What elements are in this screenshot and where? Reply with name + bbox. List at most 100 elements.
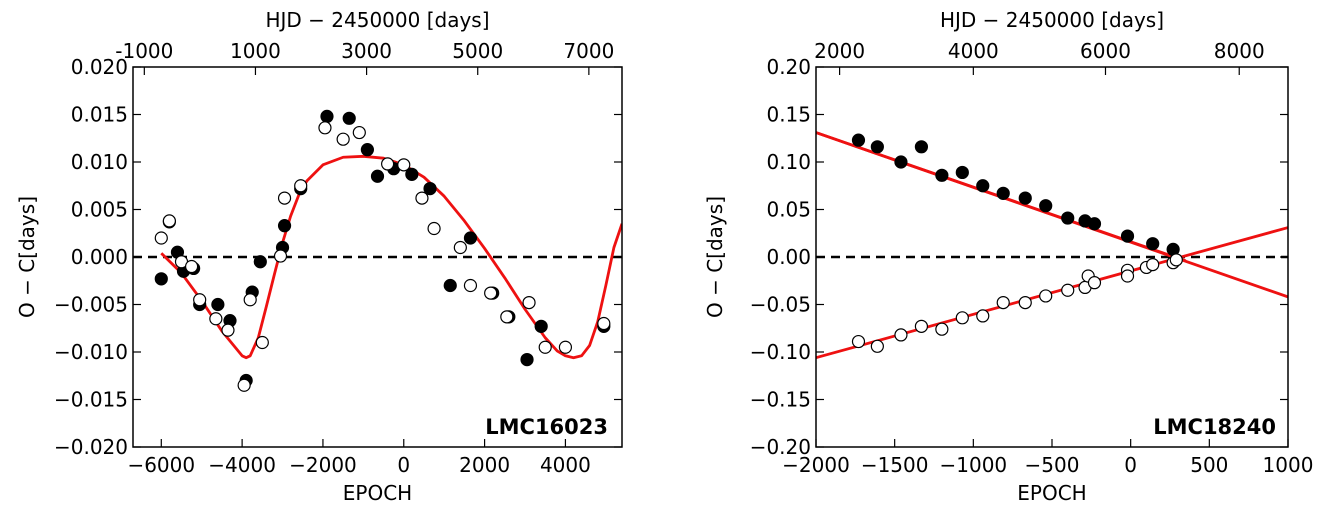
data-point-filled bbox=[870, 140, 884, 154]
x-tick-label: 2000 bbox=[459, 453, 510, 477]
data-point-filled bbox=[914, 140, 929, 154]
top-x-tick-label: 7000 bbox=[563, 39, 614, 63]
data-point-open bbox=[162, 214, 176, 228]
y-tick-label: 0.10 bbox=[766, 150, 811, 174]
top-x-tick-label: 1000 bbox=[230, 39, 281, 63]
fit-line bbox=[816, 226, 1288, 360]
data-point-open bbox=[484, 286, 498, 300]
data-point-filled bbox=[463, 231, 478, 245]
x-tick-label: −500 bbox=[1025, 453, 1080, 477]
panel-label: LMC16023 bbox=[485, 415, 608, 439]
data-point-open bbox=[463, 278, 478, 293]
plot-area bbox=[816, 131, 1288, 360]
data-point-open bbox=[538, 340, 552, 354]
data-point-filled bbox=[1087, 217, 1102, 231]
x-tick-label: −2000 bbox=[289, 453, 357, 477]
y-tick-label: 0.015 bbox=[71, 103, 128, 127]
data-point-filled bbox=[1061, 211, 1075, 225]
data-point-filled bbox=[154, 272, 168, 286]
x-tick-label: 1000 bbox=[1263, 453, 1314, 477]
data-point-open bbox=[453, 240, 467, 255]
data-point-open bbox=[352, 125, 366, 140]
top-x-tick-label: 6000 bbox=[1080, 39, 1131, 63]
data-point-filled bbox=[360, 143, 374, 157]
x-tick-label: 0 bbox=[1124, 453, 1137, 477]
top-x-tick-label: -1000 bbox=[115, 39, 173, 63]
data-point-filled bbox=[320, 109, 334, 124]
plot-area bbox=[133, 109, 622, 392]
data-point-open bbox=[976, 309, 990, 323]
data-point-open bbox=[336, 132, 350, 146]
x-axis-label: EPOCH bbox=[343, 481, 412, 505]
data-point-open bbox=[154, 231, 168, 245]
data-point-open bbox=[221, 323, 235, 337]
y-tick-label: 0.20 bbox=[766, 55, 811, 79]
x-axis-label: EPOCH bbox=[1017, 481, 1086, 505]
data-point-filled bbox=[1146, 237, 1160, 251]
y-tick-label: 0.005 bbox=[71, 198, 128, 222]
data-point-open bbox=[870, 339, 884, 353]
y-tick-label: 0.020 bbox=[71, 55, 128, 79]
top-x-axis-label: HJD − 2450000 [days] bbox=[940, 8, 1164, 32]
y-tick-label: −0.20 bbox=[750, 435, 811, 459]
y-tick-label: −0.010 bbox=[54, 340, 128, 364]
data-point-open bbox=[914, 319, 929, 333]
y-tick-label: 0.010 bbox=[71, 150, 128, 174]
top-x-tick-label: 8000 bbox=[1214, 39, 1265, 63]
x-tick-label: 4000 bbox=[540, 453, 591, 477]
data-point-open bbox=[255, 335, 269, 350]
data-point-filled bbox=[976, 179, 990, 193]
data-point-open bbox=[273, 249, 288, 263]
data-point-filled bbox=[534, 319, 548, 333]
data-point-open bbox=[996, 296, 1010, 310]
data-point-filled bbox=[996, 186, 1010, 200]
y-tick-label: −0.15 bbox=[750, 388, 811, 412]
data-point-filled bbox=[443, 278, 457, 293]
data-point-filled bbox=[342, 111, 356, 125]
data-point-open bbox=[381, 157, 395, 171]
data-point-open bbox=[522, 296, 536, 310]
y-tick-label: 0.000 bbox=[71, 245, 128, 269]
chart-panel-lmc16023: −6000 −4000 −2000 0 2000 4000 −0.020 −0.015 −0.0… bbox=[15, 8, 623, 505]
chart-panel-lmc18240: −2000 −1500 −1000 −500 0 500 1000 −0.20 −0.15 −0.… bbox=[703, 8, 1313, 505]
data-point-open bbox=[427, 221, 441, 236]
y-axis-label: O − C[days] bbox=[15, 196, 39, 318]
x-tick-label: 0 bbox=[397, 453, 410, 477]
data-point-open bbox=[318, 121, 332, 135]
data-point-filled bbox=[277, 219, 292, 233]
data-point-open bbox=[1018, 296, 1032, 310]
data-point-open bbox=[851, 334, 866, 349]
data-point-open bbox=[500, 310, 514, 324]
data-point-filled bbox=[935, 168, 949, 182]
data-point-open bbox=[935, 322, 949, 336]
data-point-open bbox=[237, 378, 251, 392]
data-point-filled bbox=[405, 167, 419, 181]
top-x-tick-label: 2000 bbox=[814, 39, 865, 63]
data-point-open bbox=[184, 259, 199, 274]
data-point-filled bbox=[1018, 191, 1032, 205]
data-point-open bbox=[1061, 283, 1075, 297]
x-tick-label: 500 bbox=[1190, 453, 1228, 477]
y-tick-label: −0.05 bbox=[750, 293, 811, 317]
x-tick-label: −6000 bbox=[127, 453, 195, 477]
data-point-open bbox=[1120, 269, 1135, 283]
y-tick-label: −0.10 bbox=[750, 340, 811, 364]
data-point-open bbox=[955, 311, 969, 325]
data-point-filled bbox=[851, 133, 866, 147]
y-tick-label: −0.015 bbox=[54, 388, 128, 412]
data-point-open bbox=[294, 179, 308, 193]
data-point-open bbox=[1169, 253, 1183, 267]
data-point-filled bbox=[1039, 199, 1053, 213]
data-point-open bbox=[1039, 289, 1053, 303]
y-tick-label: −0.020 bbox=[54, 435, 128, 459]
data-point-open bbox=[209, 312, 223, 326]
data-point-filled bbox=[520, 353, 534, 367]
data-point-filled bbox=[955, 165, 969, 180]
data-point-open bbox=[243, 293, 257, 307]
data-point-open bbox=[277, 191, 292, 205]
data-point-open bbox=[415, 191, 429, 205]
y-tick-label: −0.005 bbox=[54, 293, 128, 317]
data-point-open bbox=[597, 316, 611, 331]
y-axis-label: O − C[days] bbox=[703, 196, 727, 318]
